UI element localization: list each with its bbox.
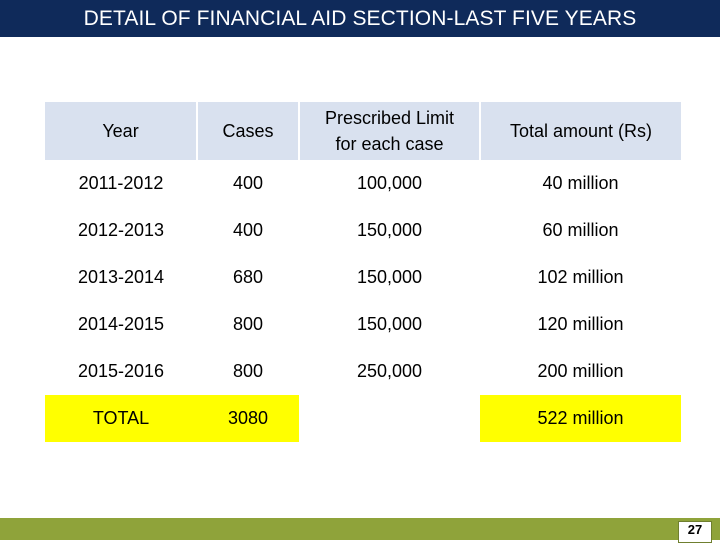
table-header-row: Year Cases Prescribed Limit for each cas… xyxy=(45,102,681,160)
cell-year: 2015-2016 xyxy=(77,361,165,381)
cell-amount: 102 million xyxy=(537,267,624,287)
cell-cases: 800 xyxy=(232,314,264,334)
cell-limit: 150,000 xyxy=(356,314,423,334)
cell-limit: 100,000 xyxy=(356,173,423,193)
header-year: Year xyxy=(45,102,197,160)
cell-amount: 60 million xyxy=(542,220,619,240)
cell-limit: 250,000 xyxy=(356,361,423,381)
cell-cases: 400 xyxy=(232,220,264,240)
footer-bar: 27 xyxy=(0,518,720,543)
cell-amount: 120 million xyxy=(537,314,624,334)
cell-cases: 800 xyxy=(232,361,264,381)
cell-cases: 680 xyxy=(232,267,264,287)
cell-limit: 150,000 xyxy=(356,220,423,240)
table-row: 2011-2012 400 100,000 40 million xyxy=(45,160,681,207)
cell-cases: 400 xyxy=(232,173,264,193)
table-row: 2015-2016 800 250,000 200 million xyxy=(45,348,681,395)
cell-year: 2014-2015 xyxy=(77,314,165,334)
table-row: 2013-2014 680 150,000 102 million xyxy=(45,254,681,301)
table-row: 2014-2015 800 150,000 120 million xyxy=(45,301,681,348)
total-cases: 3080 xyxy=(227,408,269,428)
total-amount: 522 million xyxy=(537,408,624,428)
header-total-amount: Total amount (Rs) xyxy=(479,102,681,160)
cell-limit: 150,000 xyxy=(356,267,423,287)
total-row: TOTAL 3080 522 million xyxy=(45,395,681,442)
financial-aid-grid: Year Cases Prescribed Limit for each cas… xyxy=(45,102,681,442)
cell-year: 2013-2014 xyxy=(77,267,165,287)
cell-amount: 40 million xyxy=(542,173,619,193)
cell-year: 2011-2012 xyxy=(78,173,164,193)
cell-year: 2012-2013 xyxy=(77,220,165,240)
financial-aid-table: Year Cases Prescribed Limit for each cas… xyxy=(45,102,681,442)
table-row: 2012-2013 400 150,000 60 million xyxy=(45,207,681,254)
total-label: TOTAL xyxy=(92,408,150,428)
slide-title: DETAIL OF FINANCIAL AID SECTION-LAST FIV… xyxy=(0,0,720,37)
header-prescribed-limit: Prescribed Limit for each case xyxy=(298,102,480,160)
cell-amount: 200 million xyxy=(537,361,624,381)
header-cases: Cases xyxy=(196,102,299,160)
total-limit-blank xyxy=(299,395,480,442)
